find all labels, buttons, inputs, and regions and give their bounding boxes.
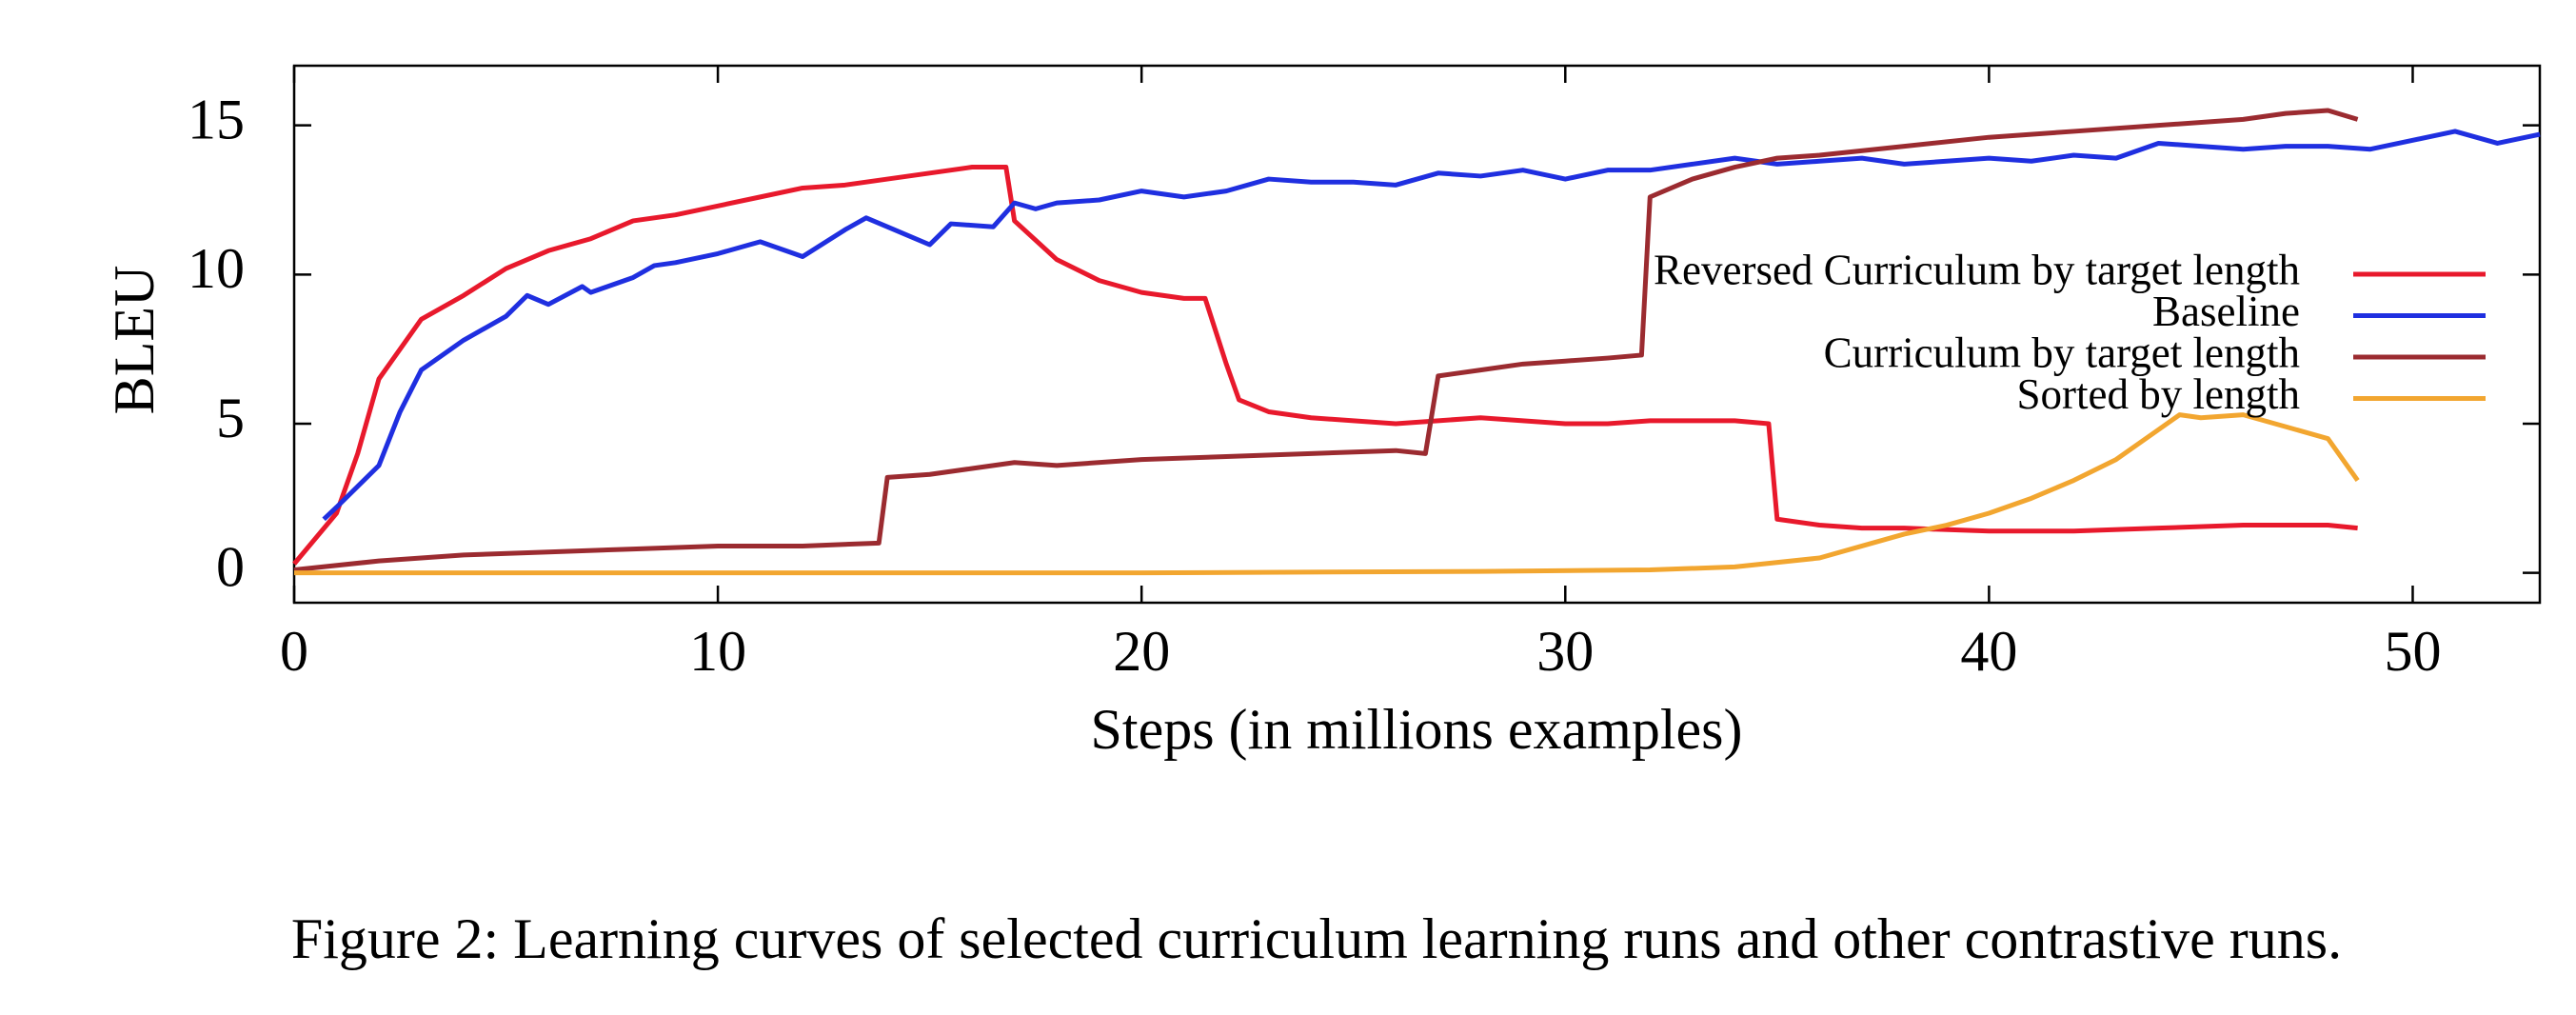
x-tick-label: 0: [280, 620, 308, 683]
series-line: [322, 129, 2541, 522]
y-tick-label: 0: [216, 535, 245, 598]
series-line: [293, 108, 2359, 573]
legend-label: Reversed Curriculum by target length: [1654, 246, 2300, 293]
legend-label: Sorted by length: [2017, 370, 2300, 418]
x-tick-label: 10: [689, 620, 746, 683]
x-tick-label: 50: [2384, 620, 2441, 683]
y-tick-label: 5: [216, 387, 245, 449]
y-tick-label: 10: [188, 237, 245, 300]
legend-label: Baseline: [2152, 288, 2300, 335]
plot-frame: [292, 64, 2542, 605]
x-tick-label: 40: [1960, 620, 2017, 683]
legend-label: Curriculum by target length: [1824, 328, 2300, 376]
x-tick-label: 20: [1113, 620, 1170, 683]
x-tick-label: 30: [1536, 620, 1594, 683]
series-line: [294, 412, 2360, 576]
caption: Figure 2: Learning curves of selected cu…: [291, 907, 2342, 970]
x-axis-title: Steps (in millions examples): [1091, 698, 1743, 761]
y-axis-title: BLEU: [103, 266, 166, 415]
y-tick-label: 15: [188, 88, 245, 150]
series-line: [292, 165, 2358, 566]
